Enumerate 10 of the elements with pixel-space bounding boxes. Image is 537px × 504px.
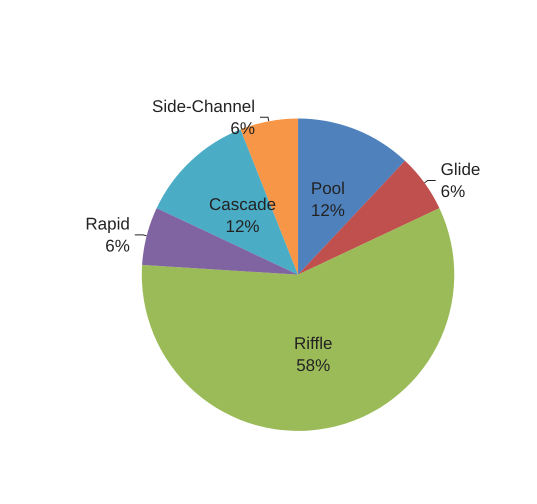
data-label: 6% <box>105 236 130 256</box>
slice-label: Side-Channel <box>152 96 256 116</box>
slice-label: Pool <box>310 178 345 198</box>
data-label: 58% <box>296 356 330 375</box>
data-label: 12% <box>310 200 345 220</box>
slice-label: Rapid <box>85 214 130 234</box>
slice-label: Glide <box>440 160 480 179</box>
data-label: 6% <box>440 182 466 201</box>
data-label: 12% <box>225 217 260 236</box>
slice-label: Riffle <box>294 334 332 353</box>
